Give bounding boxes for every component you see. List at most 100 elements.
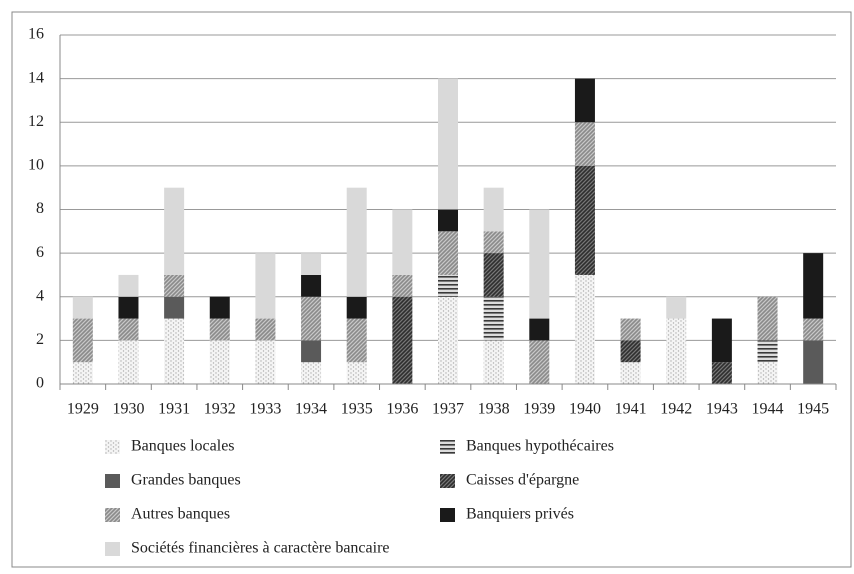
y-tick-label: 8 xyxy=(36,200,44,217)
bar-segment xyxy=(255,340,276,384)
bar-segment xyxy=(164,318,185,384)
bar-segment xyxy=(711,362,732,384)
y-tick-label: 0 xyxy=(36,375,44,392)
bar-segment xyxy=(666,318,687,384)
bar-segment xyxy=(118,318,139,341)
legend-swatch xyxy=(105,440,120,454)
bar-segment xyxy=(483,187,504,232)
bar-segment xyxy=(757,296,778,341)
x-tick-label: 1935 xyxy=(341,401,373,418)
legend-swatch xyxy=(440,474,455,488)
bar-segment xyxy=(209,318,230,341)
bar-segment xyxy=(209,296,230,319)
x-tick-label: 1934 xyxy=(295,401,327,418)
bar-segment xyxy=(711,318,732,363)
bar-segment xyxy=(118,296,139,319)
y-tick-label: 12 xyxy=(28,113,44,130)
y-tick-label: 14 xyxy=(28,69,44,86)
x-tick-label: 1945 xyxy=(797,401,829,418)
legend-label: Sociétés financières à caractère bancair… xyxy=(131,540,390,557)
bar-segment xyxy=(757,340,778,363)
bar-segment xyxy=(620,340,641,363)
bar-segment xyxy=(72,362,93,384)
bar-segment xyxy=(438,296,458,384)
x-tick-label: 1938 xyxy=(478,401,510,418)
y-tick-label: 6 xyxy=(36,244,44,261)
bar-segment xyxy=(803,340,824,384)
bar-segment xyxy=(72,296,93,319)
x-tick-label: 1941 xyxy=(615,401,647,418)
bar-segment xyxy=(164,274,185,297)
bar-segment xyxy=(529,209,550,319)
y-tick-label: 2 xyxy=(36,331,44,348)
x-tick-label: 1939 xyxy=(523,401,555,418)
x-tick-label: 1936 xyxy=(386,401,418,418)
bar-segment xyxy=(392,274,413,297)
bar-segment xyxy=(255,318,276,341)
bar-segment xyxy=(301,274,322,297)
bar-segment xyxy=(483,340,504,384)
y-tick-label: 10 xyxy=(28,157,44,174)
legend-label: Banques locales xyxy=(131,438,235,455)
chart-frame xyxy=(11,11,852,568)
bar-segment xyxy=(301,253,322,275)
bar-segment xyxy=(438,209,458,232)
x-tick-label: 1930 xyxy=(112,401,144,418)
x-tick-label: 1929 xyxy=(67,401,99,418)
bar-segment xyxy=(666,296,687,319)
bar-segment xyxy=(620,318,641,341)
x-tick-label: 1931 xyxy=(158,401,190,418)
legend-label: Caisses d'épargne xyxy=(466,472,579,489)
bar-segment xyxy=(529,318,550,341)
bar-segment xyxy=(483,296,504,341)
bar-segment xyxy=(483,231,504,254)
legend-swatch xyxy=(440,508,455,522)
x-tick-label: 1937 xyxy=(432,401,464,418)
legend-swatch xyxy=(105,542,120,556)
legend-swatch xyxy=(440,440,455,454)
bar-segment xyxy=(620,362,641,384)
bar-segment xyxy=(574,274,595,384)
x-tick-label: 1943 xyxy=(706,401,738,418)
bar-segment xyxy=(529,340,550,384)
bar-segment xyxy=(574,78,595,123)
legend-swatch xyxy=(105,474,120,488)
bar-segment xyxy=(118,340,139,384)
x-tick-label: 1942 xyxy=(660,401,692,418)
x-tick-label: 1932 xyxy=(204,401,236,418)
bar-segment xyxy=(438,274,458,297)
bar-segment xyxy=(346,362,367,384)
legend-label: Autres banques xyxy=(131,506,230,523)
bar-segment xyxy=(301,362,322,384)
bar-segment xyxy=(438,78,458,210)
y-tick-label: 16 xyxy=(28,26,44,43)
bar-segment xyxy=(346,318,367,363)
legend-label: Banques hypothécaires xyxy=(466,438,614,455)
bar-segment xyxy=(803,318,824,341)
x-tick-label: 1940 xyxy=(569,401,601,418)
legend-swatch xyxy=(105,508,120,522)
legend-label: Banquiers privés xyxy=(466,506,574,523)
bar-segment xyxy=(346,296,367,319)
legend-label: Grandes banques xyxy=(131,472,241,489)
bar-segment xyxy=(164,187,185,275)
bar-segment xyxy=(209,340,230,384)
bar-segment xyxy=(118,274,139,297)
bar-segment xyxy=(803,253,824,319)
bar-segment xyxy=(72,318,93,363)
bar-segment xyxy=(757,362,778,384)
x-tick-label: 1944 xyxy=(752,401,784,418)
bar-segment xyxy=(483,253,504,297)
bar-segment xyxy=(392,209,413,275)
bar-segment xyxy=(574,122,595,166)
bar-segment xyxy=(301,340,322,363)
bar-segment xyxy=(392,296,413,384)
bar-segment xyxy=(255,253,276,319)
x-tick-label: 1933 xyxy=(249,401,281,418)
y-tick-label: 4 xyxy=(36,287,44,304)
bar-segment xyxy=(574,165,595,275)
bar-segment xyxy=(301,296,322,341)
bar-segment xyxy=(438,231,458,275)
bar-segment xyxy=(346,187,367,297)
